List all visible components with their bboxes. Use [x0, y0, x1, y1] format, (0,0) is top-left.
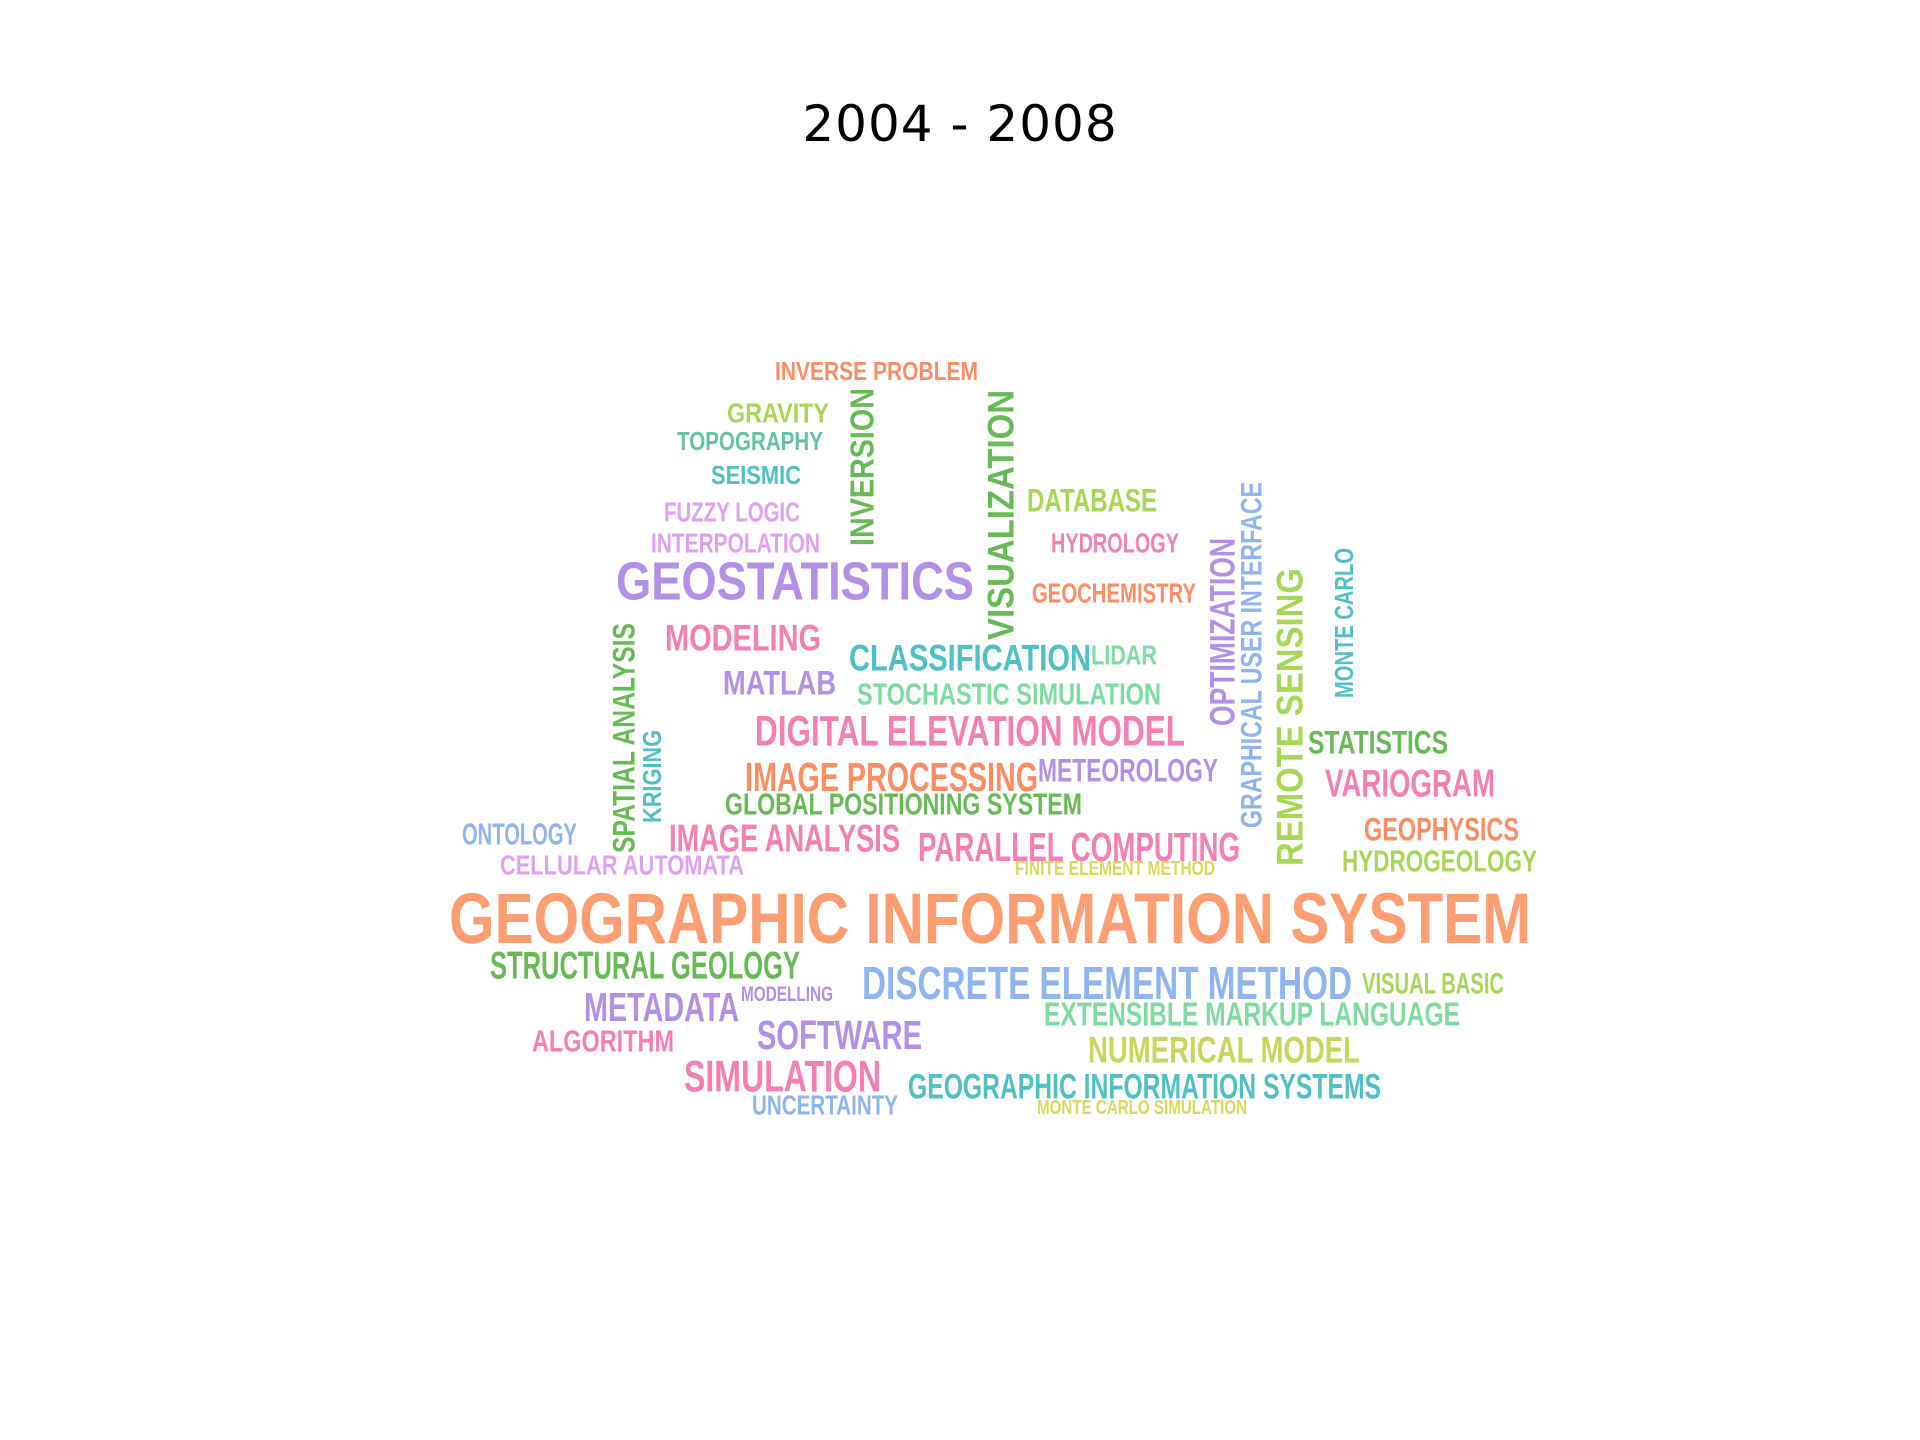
word-modelling: MODELLING	[741, 983, 833, 1006]
word-hydrology: HYDROLOGY	[1051, 528, 1179, 559]
word-meteorology: METEOROLOGY	[1038, 753, 1218, 789]
word-simulation: SIMULATION	[684, 1053, 881, 1102]
word-inversion: INVERSION	[845, 388, 882, 546]
page-title: 2004 - 2008	[802, 95, 1118, 153]
word-lidar: LIDAR	[1091, 640, 1157, 671]
word-database: DATABASE	[1027, 483, 1157, 519]
word-metadata: METADATA	[584, 984, 739, 1030]
word-cellular-automata: CELLULAR AUTOMATA	[500, 850, 744, 881]
word-remote-sensing: REMOTE SENSING	[1270, 568, 1311, 866]
word-matlab: MATLAB	[723, 665, 836, 703]
word-fuzzy-logic: FUZZY LOGIC	[664, 497, 800, 528]
word-geostatistics: GEOSTATISTICS	[616, 553, 974, 612]
word-optimization: OPTIMIZATION	[1204, 538, 1243, 726]
word-image-processing: IMAGE PROCESSING	[745, 754, 1038, 800]
word-statistics: STATISTICS	[1308, 725, 1448, 761]
word-stochastic-simulation: STOCHASTIC SIMULATION	[857, 678, 1161, 712]
word-geographic-information-systems: GEOGRAPHIC INFORMATION SYSTEMS	[908, 1068, 1381, 1107]
word-discrete-element-method: DISCRETE ELEMENT METHOD	[862, 957, 1352, 1009]
word-kriging: KRIGING	[639, 730, 667, 823]
word-digital-elevation-model: DIGITAL ELEVATION MODEL	[755, 708, 1185, 755]
word-geographic-information-system: GEOGRAPHIC INFORMATION SYSTEM	[449, 879, 1531, 959]
word-finite-element-method: FINITE ELEMENT METHOD	[1015, 858, 1215, 880]
word-algorithm: ALGORITHM	[532, 1025, 674, 1059]
word-hydrogeology: HYDROGEOLOGY	[1342, 845, 1537, 879]
word-numerical-model: NUMERICAL MODEL	[1088, 1030, 1360, 1071]
word-geochemistry: GEOCHEMISTRY	[1032, 578, 1196, 609]
word-seismic: SEISMIC	[711, 462, 801, 490]
word-global-positioning-system: GLOBAL POSITIONING SYSTEM	[725, 788, 1082, 822]
word-structural-geology: STRUCTURAL GEOLOGY	[490, 945, 800, 988]
word-image-analysis: IMAGE ANALYSIS	[669, 818, 900, 861]
word-gravity: GRAVITY	[727, 398, 829, 429]
word-visual-basic: VISUAL BASIC	[1362, 968, 1504, 1001]
word-parallel-computing: PARALLEL COMPUTING	[918, 824, 1240, 870]
word-variogram: VARIOGRAM	[1325, 763, 1495, 806]
word-inverse-problem: INVERSE PROBLEM	[775, 358, 978, 386]
word-classification: CLASSIFICATION	[849, 638, 1091, 679]
word-topography: TOPOGRAPHY	[677, 428, 823, 456]
word-monte-carlo: MONTE CARLO	[1331, 548, 1359, 698]
word-interpolation: INTERPOLATION	[651, 528, 820, 559]
word-monte-carlo-simulation: MONTE CARLO SIMULATION	[1037, 1097, 1247, 1119]
word-uncertainty: UNCERTAINTY	[752, 1090, 898, 1121]
word-extensible-markup-language: EXTENSIBLE MARKUP LANGUAGE	[1044, 997, 1460, 1034]
word-software: SOFTWARE	[757, 1012, 922, 1058]
word-geophysics: GEOPHYSICS	[1364, 812, 1519, 848]
word-spatial-analysis: SPATIAL ANALYSIS	[607, 623, 642, 853]
word-ontology: ONTOLOGY	[462, 818, 577, 852]
word-modeling: MODELING	[665, 618, 821, 659]
word-visualization: VISUALIZATION	[981, 390, 1022, 640]
word-graphical-user-interface: GRAPHICAL USER INTERFACE	[1236, 482, 1269, 828]
